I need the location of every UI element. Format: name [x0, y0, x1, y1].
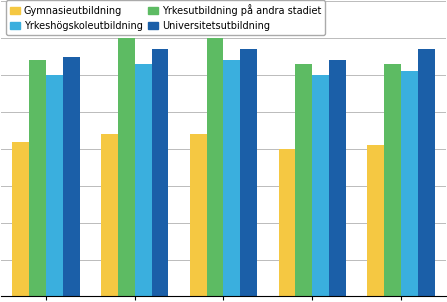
Bar — [312, 75, 329, 297]
Bar — [418, 49, 435, 297]
Bar — [152, 49, 169, 297]
Bar — [63, 57, 80, 297]
Bar — [278, 149, 295, 297]
Legend: Gymnasieutbildning, Yrkeshögskoleutbildning, Yrkesutbildning på andra stadiet, U: Gymnasieutbildning, Yrkeshögskoleutbildn… — [6, 0, 325, 35]
Bar — [118, 38, 135, 297]
Bar — [384, 64, 401, 297]
Bar — [190, 134, 207, 297]
Bar — [329, 60, 346, 297]
Bar — [240, 49, 257, 297]
Bar — [401, 72, 418, 297]
Bar — [12, 142, 29, 297]
Bar — [46, 75, 63, 297]
Bar — [224, 60, 240, 297]
Bar — [29, 60, 46, 297]
Bar — [135, 64, 152, 297]
Bar — [295, 64, 312, 297]
Bar — [101, 134, 118, 297]
Bar — [207, 38, 224, 297]
Bar — [367, 145, 384, 297]
